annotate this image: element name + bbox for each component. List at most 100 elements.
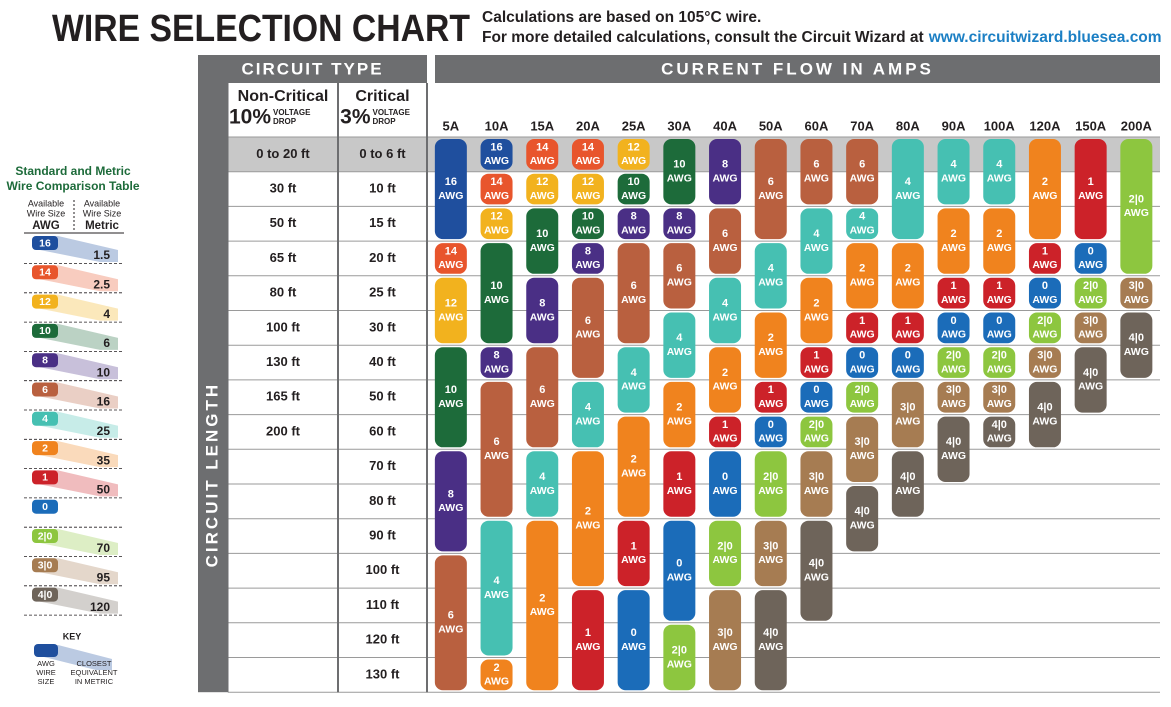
wire-unit: AWG [484,676,509,688]
awg-pill [32,411,58,426]
wire-unit: AWG [850,277,875,289]
wire-unit: AWG [804,242,829,254]
equivalence-band [40,382,118,409]
wire-unit: AWG [850,172,875,184]
wire-gauge: 2 [859,263,865,275]
wire-unit: AWG [1032,363,1057,375]
wire-gauge: 4 [493,575,500,587]
amp-label: 70A [850,118,874,133]
wire-unit: AWG [804,485,829,497]
wire-pill [1028,312,1061,344]
metric-size: 120 [90,600,110,614]
wire-gauge: 2 [813,297,819,309]
non-critical-length: 65 ft [270,250,297,265]
wire-pill [480,659,513,691]
wire-gauge: 8 [448,488,454,500]
wire-unit: AWG [713,554,738,566]
wire-pill [617,139,650,170]
wire-pill [937,347,970,378]
wire-gauge: 16 [445,176,457,188]
wire-unit: AWG [667,225,692,237]
wire-gauge: 2|0 [992,349,1007,361]
wire-gauge: 1 [1088,176,1094,188]
non-critical-length: 30 ft [270,180,297,195]
awg-pill [32,558,58,573]
wire-unit: AWG [941,363,966,375]
key-label: SIZE [38,677,55,686]
wire-unit: AWG [895,277,920,289]
wire-gauge: 12 [536,176,548,188]
wire-unit: AWG [713,311,738,323]
wire-unit: AWG [530,311,555,323]
wire-gauge: 6 [813,159,819,171]
wire-pill [983,208,1016,274]
wire-gauge: 3|0 [809,471,824,483]
wire-unit: AWG [438,259,463,271]
amp-label: 40A [713,118,737,133]
wire-gauge: 3|0 [1037,349,1052,361]
wire-pill [709,590,742,691]
critical-length: 50 ft [369,389,396,404]
wire-gauge: 2|0 [672,644,687,656]
wire-unit: AWG [667,485,692,497]
amp-label: 25A [622,118,646,133]
wire-pill [983,416,1016,448]
wire-unit: AWG [1124,346,1149,358]
awg-size: 6 [42,384,48,396]
wire-unit: AWG [713,242,738,254]
col-header: AWG [32,220,60,232]
wire-unit: AWG [621,155,646,167]
wire-pill [663,624,696,691]
wire-pill [663,139,696,205]
equivalence-band [40,353,118,380]
wire-pill [571,139,604,170]
wire-pill [891,347,924,378]
wire-gauge: 16 [490,141,502,153]
wire-gauge: 2|0 [1037,315,1052,327]
wire-gauge: 1 [768,384,774,396]
wire-pill [891,451,924,517]
wire-unit: AWG [530,398,555,410]
wire-gauge: 2 [585,506,591,518]
wire-unit: AWG [484,450,509,462]
wire-unit: AWG [575,259,600,271]
metric-size: 35 [97,453,111,467]
wire-gauge: 2 [1042,176,1048,188]
wire-unit: AWG [713,381,738,393]
wire-gauge: 2 [996,228,1002,240]
metric-size: 10 [97,365,111,379]
critical-length: 25 ft [369,285,396,300]
key-label: WIRE [36,668,56,677]
wire-unit: AWG [713,433,738,445]
wire-unit: AWG [1124,294,1149,306]
wire-unit: AWG [941,398,966,410]
wire-gauge: 2|0 [763,471,778,483]
critical-length: 30 ft [369,319,396,334]
wire-pill [983,312,1016,344]
wire-pill [754,416,787,448]
wire-gauge: 8 [493,349,499,361]
wire-unit: AWG [530,190,555,202]
wire-pill [846,381,879,413]
wire-unit: AWG [895,485,920,497]
wire-gauge: 8 [539,297,545,309]
non-critical-length: 50 ft [270,215,297,230]
equivalence-band [40,411,118,438]
wire-pill [800,451,833,517]
wire-pill [526,277,559,344]
wire-pill [846,486,879,552]
wire-pill [1074,139,1107,240]
wire-pill [754,243,787,309]
wire-gauge: 4|0 [1129,332,1144,344]
wire-pill [1120,277,1153,309]
col-header: Wire Size [83,208,122,218]
wire-unit: AWG [987,172,1012,184]
voltage-drop-pct: 10% [229,106,271,129]
awg-pill [32,323,58,338]
wire-unit: AWG [804,311,829,323]
equivalence-band [40,265,118,292]
critical-length: 110 ft [366,597,400,612]
wire-pill [709,347,742,413]
wire-gauge: 4|0 [809,558,824,570]
note-text: For more detailed calculations, consult … [482,29,924,46]
